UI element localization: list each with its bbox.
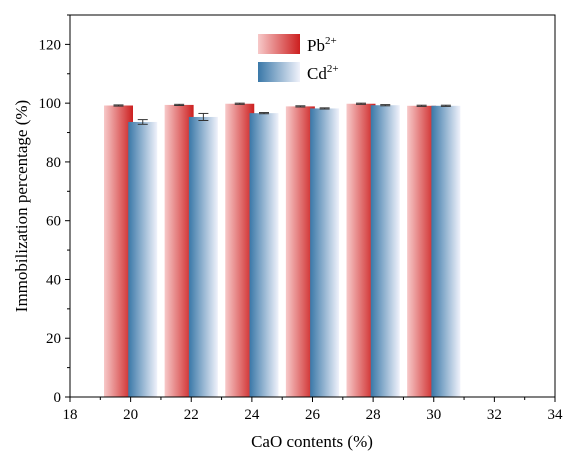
bar-pb-0 xyxy=(104,105,133,398)
x-axis-ticks: 18 20 22 24 26 28 30 32 34 xyxy=(63,397,563,423)
y-axis-ticks: 0 20 40 60 80 100 120 xyxy=(39,14,70,406)
y-tick-label: 20 xyxy=(46,331,61,347)
bar-pb-2 xyxy=(225,103,255,397)
y-tick-label: 60 xyxy=(46,214,61,230)
bar-pb-3 xyxy=(285,106,315,397)
legend: Pb2+ Cd2+ xyxy=(258,34,339,83)
legend-label-pb: Pb2+ xyxy=(307,35,337,55)
x-tick-label: 28 xyxy=(366,407,381,423)
x-tick-label: 22 xyxy=(184,407,199,423)
y-tick-label: 0 xyxy=(54,390,62,406)
x-tick-label: 30 xyxy=(426,407,441,423)
bar-pb-5 xyxy=(407,105,437,397)
error-bar-pb-3 xyxy=(295,105,306,108)
error-bar-cd-0 xyxy=(137,119,148,125)
x-tick-label: 18 xyxy=(63,407,78,423)
bar-cd-4 xyxy=(370,105,400,398)
y-tick-label: 100 xyxy=(39,96,62,112)
legend-swatch-cd xyxy=(258,62,300,82)
error-bar-pb-0 xyxy=(113,104,124,107)
bar-pb-4 xyxy=(346,103,376,397)
bars-layer xyxy=(104,103,461,398)
legend-label-cd: Cd2+ xyxy=(307,63,339,83)
bar-cd-3 xyxy=(310,108,340,397)
error-bar-pb-5 xyxy=(416,104,427,107)
error-bar-cd-3 xyxy=(319,107,330,110)
error-bar-cd-5 xyxy=(440,104,451,107)
x-tick-label: 24 xyxy=(244,407,260,423)
x-tick-label: 34 xyxy=(548,407,563,423)
x-tick-label: 32 xyxy=(487,407,502,423)
x-tick-label: 20 xyxy=(123,407,138,423)
y-tick-label: 80 xyxy=(46,155,61,171)
bar-cd-1 xyxy=(188,116,218,398)
bar-cd-0 xyxy=(128,121,158,398)
y-tick-label: 40 xyxy=(46,272,61,288)
error-bar-cd-1 xyxy=(198,112,209,121)
bar-cd-5 xyxy=(431,105,461,397)
error-bar-pb-4 xyxy=(356,102,366,105)
error-bars-layer xyxy=(113,102,451,125)
error-bar-cd-4 xyxy=(380,104,391,107)
legend-swatch-pb xyxy=(258,34,300,54)
x-axis-label: CaO contents (%) xyxy=(251,432,373,451)
y-tick-label: 120 xyxy=(39,37,62,53)
bar-cd-2 xyxy=(249,113,279,397)
x-tick-label: 26 xyxy=(305,407,321,423)
error-bar-cd-2 xyxy=(259,112,269,115)
error-bar-pb-2 xyxy=(234,102,245,105)
error-bar-pb-1 xyxy=(174,103,185,107)
y-axis-label: Immobilization percentage (%) xyxy=(12,100,31,312)
bar-pb-1 xyxy=(164,104,194,397)
